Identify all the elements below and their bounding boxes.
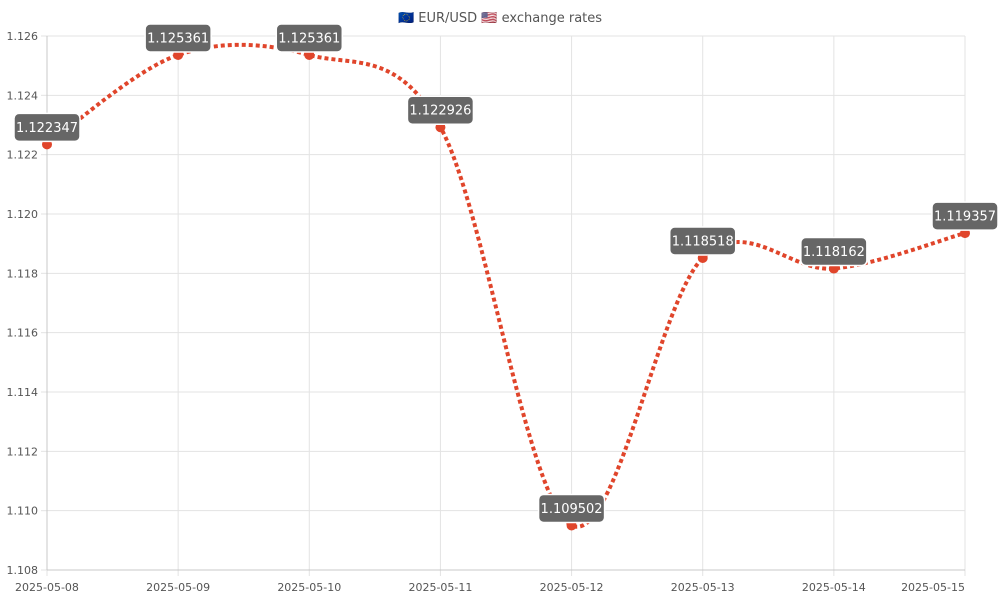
data-label-box — [144, 23, 212, 53]
x-tick-label: 2025-05-09 — [146, 581, 210, 594]
data-label: 1.125361 — [275, 23, 344, 53]
data-label-text: 1.109502 — [541, 502, 603, 517]
y-tick-label: 1.124 — [7, 89, 39, 102]
data-label-text: 1.118162 — [803, 245, 865, 260]
chart-title: 🇪🇺 EUR/USD 🇺🇸 exchange rates — [398, 11, 602, 26]
data-label-text: 1.118518 — [672, 234, 734, 249]
y-tick-label: 1.122 — [7, 149, 39, 162]
data-labels: 1.122347 1.125361 1.125361 1.122926 1.109502… — [13, 23, 999, 524]
data-points — [42, 49, 970, 531]
data-label-box — [668, 226, 737, 256]
y-tick-label: 1.126 — [7, 30, 39, 43]
y-axis-ticks: 1.108 1.110 1.112 1.114 1.116 1.118 1.120 1.122… — [7, 30, 39, 577]
data-label-box — [537, 493, 606, 524]
x-tick-label: 2025-05-15 — [901, 581, 965, 594]
data-label-text: 1.122347 — [16, 121, 78, 136]
grid — [41, 35, 966, 576]
x-tick-label: 2025-05-10 — [277, 581, 341, 594]
data-label-text: 1.125361 — [147, 31, 209, 46]
data-label: 1.119357 — [931, 201, 999, 231]
data-label: 1.109502 — [537, 493, 606, 524]
y-tick-label: 1.108 — [7, 564, 39, 577]
data-label: 1.125361 — [144, 23, 212, 53]
data-label-box — [931, 201, 999, 231]
x-tick-label: 2025-05-11 — [408, 581, 472, 594]
x-tick-label: 2025-05-13 — [671, 581, 735, 594]
data-label-text: 1.119357 — [934, 210, 996, 225]
y-tick-label: 1.110 — [7, 505, 39, 518]
data-label: 1.122926 — [406, 95, 475, 125]
series — [45, 42, 966, 529]
data-label: 1.122347 — [13, 112, 81, 143]
data-label-text: 1.122926 — [409, 104, 471, 119]
y-tick-label: 1.120 — [7, 208, 39, 221]
series-line — [45, 42, 966, 529]
data-label-text: 1.125361 — [278, 31, 340, 46]
x-tick-label: 2025-05-14 — [802, 581, 866, 594]
x-tick-label: 2025-05-08 — [15, 581, 79, 594]
y-tick-label: 1.118 — [7, 267, 39, 280]
y-tick-label: 1.112 — [7, 445, 39, 458]
data-label-box — [406, 95, 475, 125]
data-label: 1.118162 — [800, 236, 868, 267]
axes — [46, 36, 965, 571]
x-tick-label: 2025-05-12 — [540, 581, 604, 594]
y-tick-label: 1.114 — [7, 386, 39, 399]
data-label-box — [800, 236, 868, 267]
data-label-box — [275, 23, 344, 53]
data-label-box — [13, 112, 81, 143]
x-axis-ticks: 2025-05-08 2025-05-09 2025-05-10 2025-05-11… — [15, 581, 965, 594]
y-tick-label: 1.116 — [7, 327, 39, 340]
data-label: 1.118518 — [668, 226, 737, 256]
